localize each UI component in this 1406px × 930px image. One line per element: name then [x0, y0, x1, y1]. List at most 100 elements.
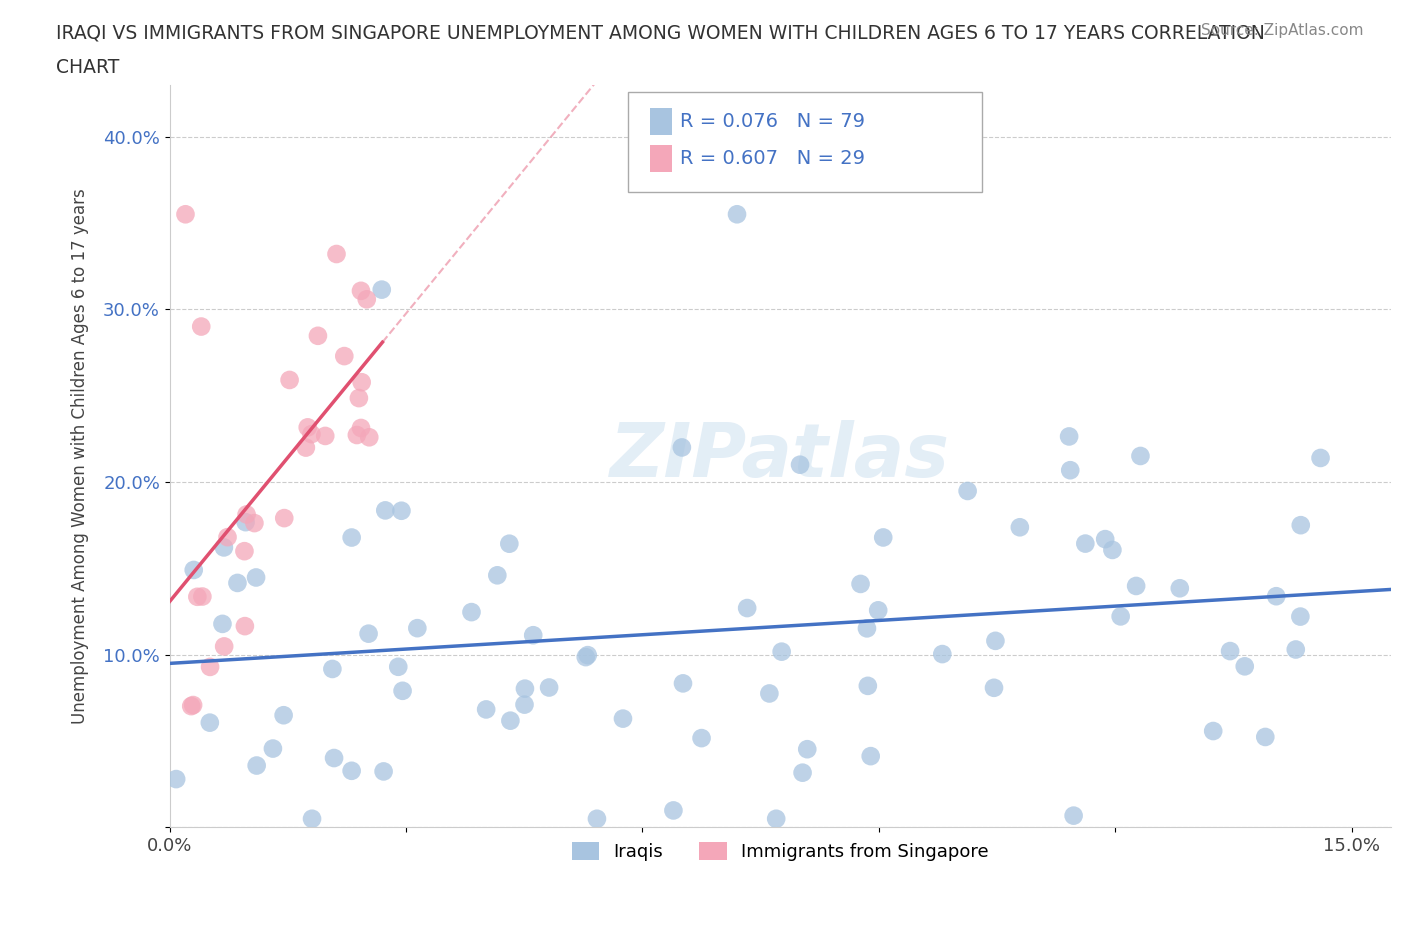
Point	[186, 590, 208, 604]
Point	[246, 758, 269, 773]
Point	[1265, 589, 1288, 604]
Point	[1057, 429, 1080, 444]
Point	[576, 647, 599, 662]
Point	[359, 430, 381, 445]
Point	[333, 349, 356, 364]
Point	[725, 206, 748, 221]
Point	[498, 537, 520, 551]
Point	[301, 427, 323, 442]
Y-axis label: Unemployment Among Women with Children Ages 6 to 17 years: Unemployment Among Women with Children A…	[72, 188, 89, 724]
Text: CHART: CHART	[56, 58, 120, 76]
Point	[770, 644, 793, 659]
Point	[233, 618, 256, 633]
Point	[406, 620, 429, 635]
Point	[1125, 578, 1147, 593]
Point	[211, 617, 233, 631]
Point	[1129, 448, 1152, 463]
Point	[235, 514, 257, 529]
Point	[849, 577, 872, 591]
Point	[872, 530, 894, 545]
Point	[350, 284, 373, 299]
Point	[198, 715, 221, 730]
Point	[575, 650, 598, 665]
Point	[350, 420, 373, 435]
Point	[868, 603, 890, 618]
Point	[612, 711, 634, 726]
Point	[371, 282, 394, 297]
Point	[1254, 729, 1277, 744]
Point	[165, 772, 187, 787]
Point	[180, 698, 202, 713]
Point	[513, 681, 536, 696]
Point	[391, 503, 413, 518]
Point	[931, 646, 953, 661]
Point	[278, 373, 301, 388]
Point	[295, 440, 318, 455]
Point	[671, 440, 693, 455]
Text: IRAQI VS IMMIGRANTS FROM SINGAPORE UNEMPLOYMENT AMONG WOMEN WITH CHILDREN AGES 6: IRAQI VS IMMIGRANTS FROM SINGAPORE UNEMP…	[56, 23, 1265, 42]
Point	[350, 375, 373, 390]
Point	[1219, 644, 1241, 658]
Point	[374, 503, 396, 518]
Point	[212, 540, 235, 555]
Point	[1094, 532, 1116, 547]
Point	[758, 686, 780, 701]
Text: R = 0.076   N = 79: R = 0.076 N = 79	[681, 112, 865, 130]
Point	[1063, 808, 1085, 823]
Point	[856, 621, 879, 636]
Point	[391, 684, 413, 698]
Point	[1233, 658, 1256, 673]
Point	[983, 681, 1005, 696]
Point	[356, 292, 378, 307]
Point	[792, 765, 814, 780]
Text: R = 0.607   N = 29: R = 0.607 N = 29	[681, 149, 865, 167]
Point	[1289, 518, 1312, 533]
Point	[235, 507, 257, 522]
Point	[1285, 642, 1308, 657]
Point	[273, 511, 295, 525]
Point	[387, 659, 409, 674]
Point	[1168, 581, 1191, 596]
Point	[233, 544, 256, 559]
Point	[243, 515, 266, 530]
Point	[191, 589, 214, 604]
Point	[984, 633, 1007, 648]
Point	[273, 708, 295, 723]
Text: Source: ZipAtlas.com: Source: ZipAtlas.com	[1201, 23, 1364, 38]
Text: ZIPatlas: ZIPatlas	[610, 419, 950, 493]
Point	[181, 698, 204, 712]
Legend: Iraqis, Immigrants from Singapore: Iraqis, Immigrants from Singapore	[562, 833, 998, 870]
Point	[1101, 542, 1123, 557]
Bar	[650, 108, 672, 135]
Point	[859, 749, 882, 764]
Point	[1309, 450, 1331, 465]
Point	[513, 698, 536, 712]
Bar	[650, 145, 672, 172]
Point	[486, 568, 509, 583]
Point	[735, 601, 758, 616]
Point	[346, 428, 368, 443]
Point	[321, 661, 343, 676]
Point	[347, 391, 370, 405]
Point	[1109, 609, 1132, 624]
Point	[522, 628, 544, 643]
Point	[796, 742, 818, 757]
Point	[499, 713, 522, 728]
Point	[586, 811, 609, 826]
Point	[672, 676, 695, 691]
Point	[1059, 463, 1081, 478]
Point	[301, 811, 323, 826]
Point	[262, 741, 284, 756]
Point	[662, 803, 685, 817]
Point	[212, 639, 235, 654]
Point	[314, 429, 336, 444]
Point	[1008, 520, 1031, 535]
Point	[340, 530, 363, 545]
Point	[1074, 537, 1097, 551]
Point	[190, 319, 212, 334]
Point	[297, 420, 319, 435]
Point	[690, 731, 713, 746]
Point	[357, 626, 380, 641]
Point	[226, 576, 249, 591]
Point	[340, 764, 363, 778]
